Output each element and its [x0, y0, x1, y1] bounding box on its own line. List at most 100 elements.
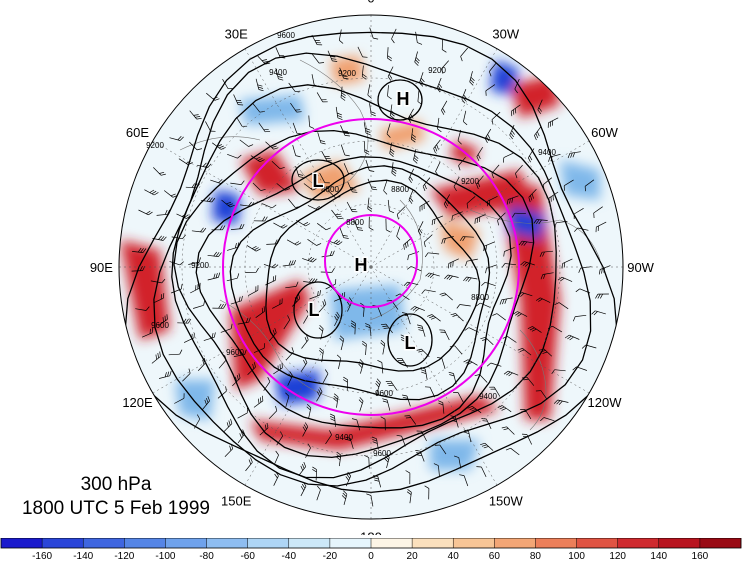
wind-barb: [441, 38, 447, 53]
wind-barb: [239, 139, 254, 147]
height-contour: [265, 179, 481, 372]
wind-barb: [224, 443, 234, 457]
wind-barb: [480, 336, 494, 346]
wind-barb: [463, 276, 478, 282]
wind-barb: [572, 314, 587, 322]
wind-barb: [450, 415, 459, 428]
wind-barb: [303, 309, 310, 324]
wind-barb: [396, 206, 406, 220]
wind-barb: [292, 122, 302, 135]
wind-barb: [483, 241, 495, 252]
wind-barb: [329, 413, 336, 427]
wind-barb: [252, 182, 266, 191]
wind-barb: [506, 195, 519, 205]
wind-barb: [347, 181, 358, 193]
wind-barb: [257, 55, 271, 65]
wind-barb: [533, 219, 548, 225]
wind-barb: [232, 373, 241, 387]
coastline: [519, 329, 547, 431]
wind-barb: [230, 295, 243, 305]
wind-barb: [593, 206, 603, 219]
wind-barb: [253, 216, 268, 222]
wind-barb: [557, 276, 573, 282]
wind-barb: [340, 125, 350, 137]
parallel: [181, 77, 561, 457]
wind-barb: [276, 183, 291, 191]
wind-barb: [156, 209, 171, 216]
wind-barb: [144, 189, 159, 196]
wind-barb: [461, 88, 467, 104]
wind-barbs: [131, 27, 611, 507]
wind-barb: [520, 409, 532, 420]
wind-barb: [152, 235, 167, 241]
wind-barb: [339, 335, 345, 351]
wind-barb: [192, 300, 206, 309]
wind-barb: [438, 400, 445, 414]
wind-barb: [273, 471, 279, 486]
wind-barb: [275, 47, 286, 59]
anomaly-patch: [230, 280, 310, 390]
wind-barb: [227, 153, 242, 159]
wind-barb: [189, 141, 202, 151]
wind-barb: [191, 227, 207, 233]
contour-label: 9600: [373, 449, 391, 458]
wind-barb: [138, 209, 153, 216]
colorbar-swatch: [288, 538, 331, 548]
colorbar-tick-label: -60: [240, 551, 255, 561]
height-contour: [293, 281, 343, 339]
contour-label: 9200: [428, 66, 446, 75]
wind-barb: [367, 178, 378, 191]
wind-barb: [325, 430, 332, 445]
wind-barb: [211, 142, 226, 150]
wind-barb: [387, 199, 395, 214]
colorbar-tick-label: 80: [530, 551, 542, 561]
wind-barb: [503, 247, 515, 257]
wind-barb: [263, 263, 279, 269]
colorbar-tick-label: 60: [489, 551, 501, 561]
wind-barb: [227, 242, 240, 251]
wind-barb: [331, 209, 344, 220]
wind-barb: [364, 454, 370, 469]
wind-barb: [220, 323, 233, 333]
contour-label: 9200: [191, 261, 209, 270]
height-contours: [124, 31, 618, 494]
wind-barb: [174, 393, 185, 404]
wind-barb: [463, 110, 468, 126]
wind-barb: [305, 443, 311, 458]
longitude-label: 180: [360, 530, 382, 535]
height-contour: [387, 313, 433, 367]
colorbar-swatch: [42, 538, 84, 548]
colorbar-tick-label: -40: [282, 551, 297, 561]
wind-barb: [339, 227, 349, 239]
contour-label: 9600: [151, 321, 169, 330]
wind-barb: [153, 293, 165, 304]
wind-barb: [466, 196, 476, 209]
wind-barb: [259, 422, 269, 436]
wind-barb: [416, 348, 430, 358]
wind-barb: [465, 258, 478, 267]
wind-barb: [512, 311, 528, 317]
anomaly-patch: [250, 395, 500, 450]
wind-barb: [407, 108, 414, 123]
wind-barb: [537, 99, 543, 115]
wind-barb: [573, 207, 584, 220]
wind-barb: [433, 463, 440, 477]
wind-barb: [197, 357, 207, 372]
wind-barb: [463, 359, 478, 366]
wind-barb: [548, 153, 561, 162]
anomaly-patch: [440, 220, 480, 260]
wind-barb: [288, 82, 301, 93]
wind-barb: [237, 429, 245, 444]
wind-barb: [303, 183, 318, 191]
colorbar-tick-label: -80: [199, 551, 214, 561]
colorbar-ticks: -160 -140 -120 -100 -80 -60 -40 -20 0 20 40 60 80 100…: [32, 538, 709, 561]
colorbar-tick-label: -20: [323, 551, 338, 561]
wind-barb: [266, 239, 280, 245]
wind-barb: [273, 362, 283, 375]
colorbar-tick-label: -120: [114, 551, 134, 561]
longitude-labels: 0 30W 60W 90W 120W 150W 180 150E 120E 90E 60E 30E: [90, 0, 655, 535]
wind-barb: [246, 245, 261, 252]
longitude-label: 60W: [591, 125, 618, 140]
contour-label: 9400: [269, 68, 287, 77]
graticule: [119, 15, 623, 519]
